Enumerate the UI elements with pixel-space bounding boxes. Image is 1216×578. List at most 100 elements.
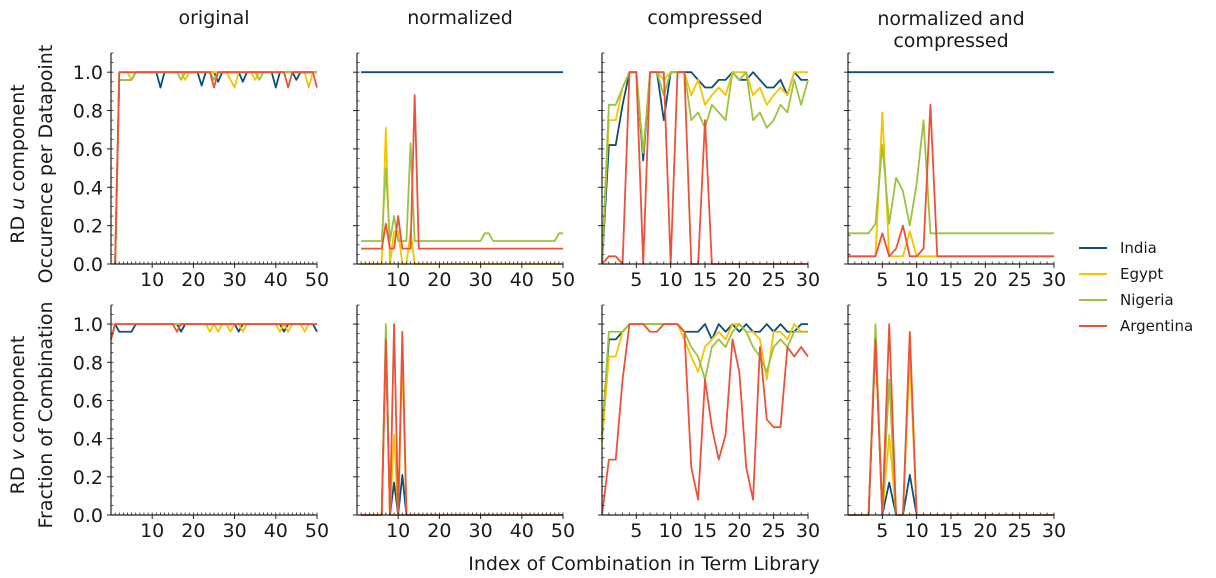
panel-r0-c2-compressed: 5 10 15 20 25 30 xyxy=(598,52,820,291)
y-tick-label: 0.8 xyxy=(73,352,103,374)
series-line-egypt xyxy=(114,71,317,265)
series-line-argentina xyxy=(110,323,317,340)
x-tick-label: 10 xyxy=(386,269,410,291)
row-label-u-line2: Occurence per Datapoint xyxy=(35,45,57,284)
series-line-argentina xyxy=(601,323,809,516)
x-tick-label: 25 xyxy=(762,520,786,542)
panel-r0-c0-original: 10 20 30 40 50 0.0 0.2 0.4 0.6 0.8 1.0 xyxy=(73,52,329,291)
y-tick-label: 0.8 xyxy=(73,101,103,123)
x-tick-label: 50 xyxy=(305,520,329,542)
x-tick-label: 30 xyxy=(469,269,493,291)
series-line-nigeria xyxy=(361,142,563,242)
x-tick-label: 30 xyxy=(796,520,820,542)
column-title-0-line0: original xyxy=(178,7,249,29)
series-line-nigeria xyxy=(848,119,1054,235)
legend-label-egypt: Egypt xyxy=(1120,265,1163,283)
x-tick-label: 15 xyxy=(939,269,963,291)
x-tick-label: 30 xyxy=(223,269,247,291)
series-line-nigeria xyxy=(114,71,317,265)
y-tick-label: 1.0 xyxy=(73,62,103,84)
panel-r0-c1-normalized: 10 20 30 40 50 xyxy=(353,52,575,291)
x-tick-label: 5 xyxy=(876,520,888,542)
x-tick-label: 20 xyxy=(727,520,751,542)
panels: 10 20 30 40 500.00.20.40.60.81.010 20 30 40 50 5 1… xyxy=(73,52,1066,542)
legend-label-argentina: Argentina xyxy=(1120,317,1193,335)
column-title-3-line0: normalized and xyxy=(877,8,1024,30)
panel-r0-c3-normalized-and-compressed: 5 10 15 20 25 30 xyxy=(844,52,1066,291)
x-tick-label: 10 xyxy=(140,520,164,542)
x-tick-label: 30 xyxy=(469,520,493,542)
series-line-argentina xyxy=(361,323,563,516)
x-tick-label: 10 xyxy=(140,269,164,291)
column-title-3-line1: compressed xyxy=(893,30,1008,52)
x-tick-label: 20 xyxy=(973,520,997,542)
x-tick-label: 30 xyxy=(1042,269,1066,291)
x-tick-label: 30 xyxy=(1042,520,1066,542)
x-tick-label: 10 xyxy=(659,520,683,542)
x-tick-label: 25 xyxy=(1008,269,1032,291)
x-tick-label: 25 xyxy=(762,269,786,291)
row-labels: RD u component Occurence per Datapoint R… xyxy=(7,45,57,529)
x-tick-label: 50 xyxy=(305,269,329,291)
y-tick-label: 0.4 xyxy=(73,429,103,451)
row-label-u: RD u component xyxy=(7,84,29,243)
column-title-1-line0: normalized xyxy=(407,7,513,29)
y-tick-label: 0.6 xyxy=(73,390,103,412)
x-axis-label: Index of Combination in Term Library xyxy=(468,553,819,575)
legend: India Egypt Nigeria Argentina xyxy=(1079,239,1193,335)
series-line-egypt xyxy=(110,323,317,340)
x-tick-label: 5 xyxy=(630,520,642,542)
legend-label-india: India xyxy=(1120,239,1157,257)
x-tick-label: 15 xyxy=(693,520,717,542)
y-tick-label: 1.0 xyxy=(73,314,103,336)
x-tick-label: 20 xyxy=(427,520,451,542)
y-tick-label: 0.0 xyxy=(73,505,103,527)
y-tick-label: 0.2 xyxy=(73,467,103,489)
legend-label-nigeria: Nigeria xyxy=(1120,291,1174,309)
series-line-argentina xyxy=(848,323,1054,516)
x-tick-label: 20 xyxy=(181,520,205,542)
y-tick-label: 0.0 xyxy=(73,254,103,276)
x-tick-label: 5 xyxy=(876,269,888,291)
x-tick-label: 10 xyxy=(659,269,683,291)
x-tick-label: 20 xyxy=(973,269,997,291)
series-line-argentina xyxy=(601,71,808,265)
x-tick-label: 30 xyxy=(223,520,247,542)
series-line-argentina xyxy=(114,71,318,265)
series-line-egypt xyxy=(361,126,563,265)
row-label-v-line2: Fraction of Combination xyxy=(35,301,57,528)
x-tick-label: 30 xyxy=(796,269,820,291)
x-tick-label: 10 xyxy=(386,520,410,542)
x-tick-label: 20 xyxy=(727,269,751,291)
panel-r1-c2-compressed: 5 10 15 20 25 30 xyxy=(598,304,820,542)
series-line-egypt xyxy=(601,71,808,265)
y-tick-label: 0.6 xyxy=(73,139,103,161)
x-tick-label: 10 xyxy=(905,269,929,291)
x-tick-label: 15 xyxy=(939,520,963,542)
column-titles: original normalized compressed normalized a… xyxy=(178,7,1024,52)
x-tick-label: 5 xyxy=(630,269,642,291)
x-tick-label: 15 xyxy=(693,269,717,291)
x-tick-label: 50 xyxy=(551,269,575,291)
panel-r1-c1-normalized: 10 20 30 40 50 xyxy=(353,304,575,542)
row-label-v: RD v component xyxy=(7,336,29,495)
series-line-argentina xyxy=(848,103,1054,258)
x-tick-label: 25 xyxy=(1008,520,1032,542)
y-tick-label: 0.4 xyxy=(73,177,103,199)
x-tick-label: 50 xyxy=(551,520,575,542)
x-tick-label: 40 xyxy=(510,269,534,291)
x-tick-label: 40 xyxy=(264,520,288,542)
x-tick-label: 20 xyxy=(427,269,451,291)
x-tick-label: 40 xyxy=(264,269,288,291)
series-line-india xyxy=(601,71,808,265)
panel-r1-c3-normalized-and-compressed: 5 10 15 20 25 30 xyxy=(844,304,1066,542)
series-line-argentina xyxy=(361,94,563,250)
panel-r1-c0-original: 10 20 30 40 50 0.0 0.2 0.4 0.6 0.8 1.0 xyxy=(73,304,329,542)
x-tick-label: 40 xyxy=(510,520,534,542)
x-tick-label: 20 xyxy=(181,269,205,291)
x-tick-label: 10 xyxy=(905,520,929,542)
series-line-india xyxy=(114,71,317,265)
column-title-2-line0: compressed xyxy=(647,7,762,29)
series-line-nigeria xyxy=(601,71,809,265)
